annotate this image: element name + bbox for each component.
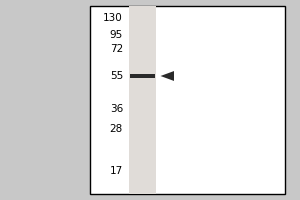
Bar	[90, 6, 285, 194]
Text: 95: 95	[110, 30, 123, 40]
Bar	[129, 6, 156, 194]
Text: 72: 72	[110, 44, 123, 54]
Text: 130: 130	[103, 13, 123, 23]
Text: 55: 55	[110, 71, 123, 81]
Text: 17: 17	[110, 166, 123, 176]
Text: 36: 36	[110, 104, 123, 114]
Text: 28: 28	[110, 124, 123, 134]
Bar	[130, 74, 155, 78]
Polygon shape	[160, 71, 174, 81]
